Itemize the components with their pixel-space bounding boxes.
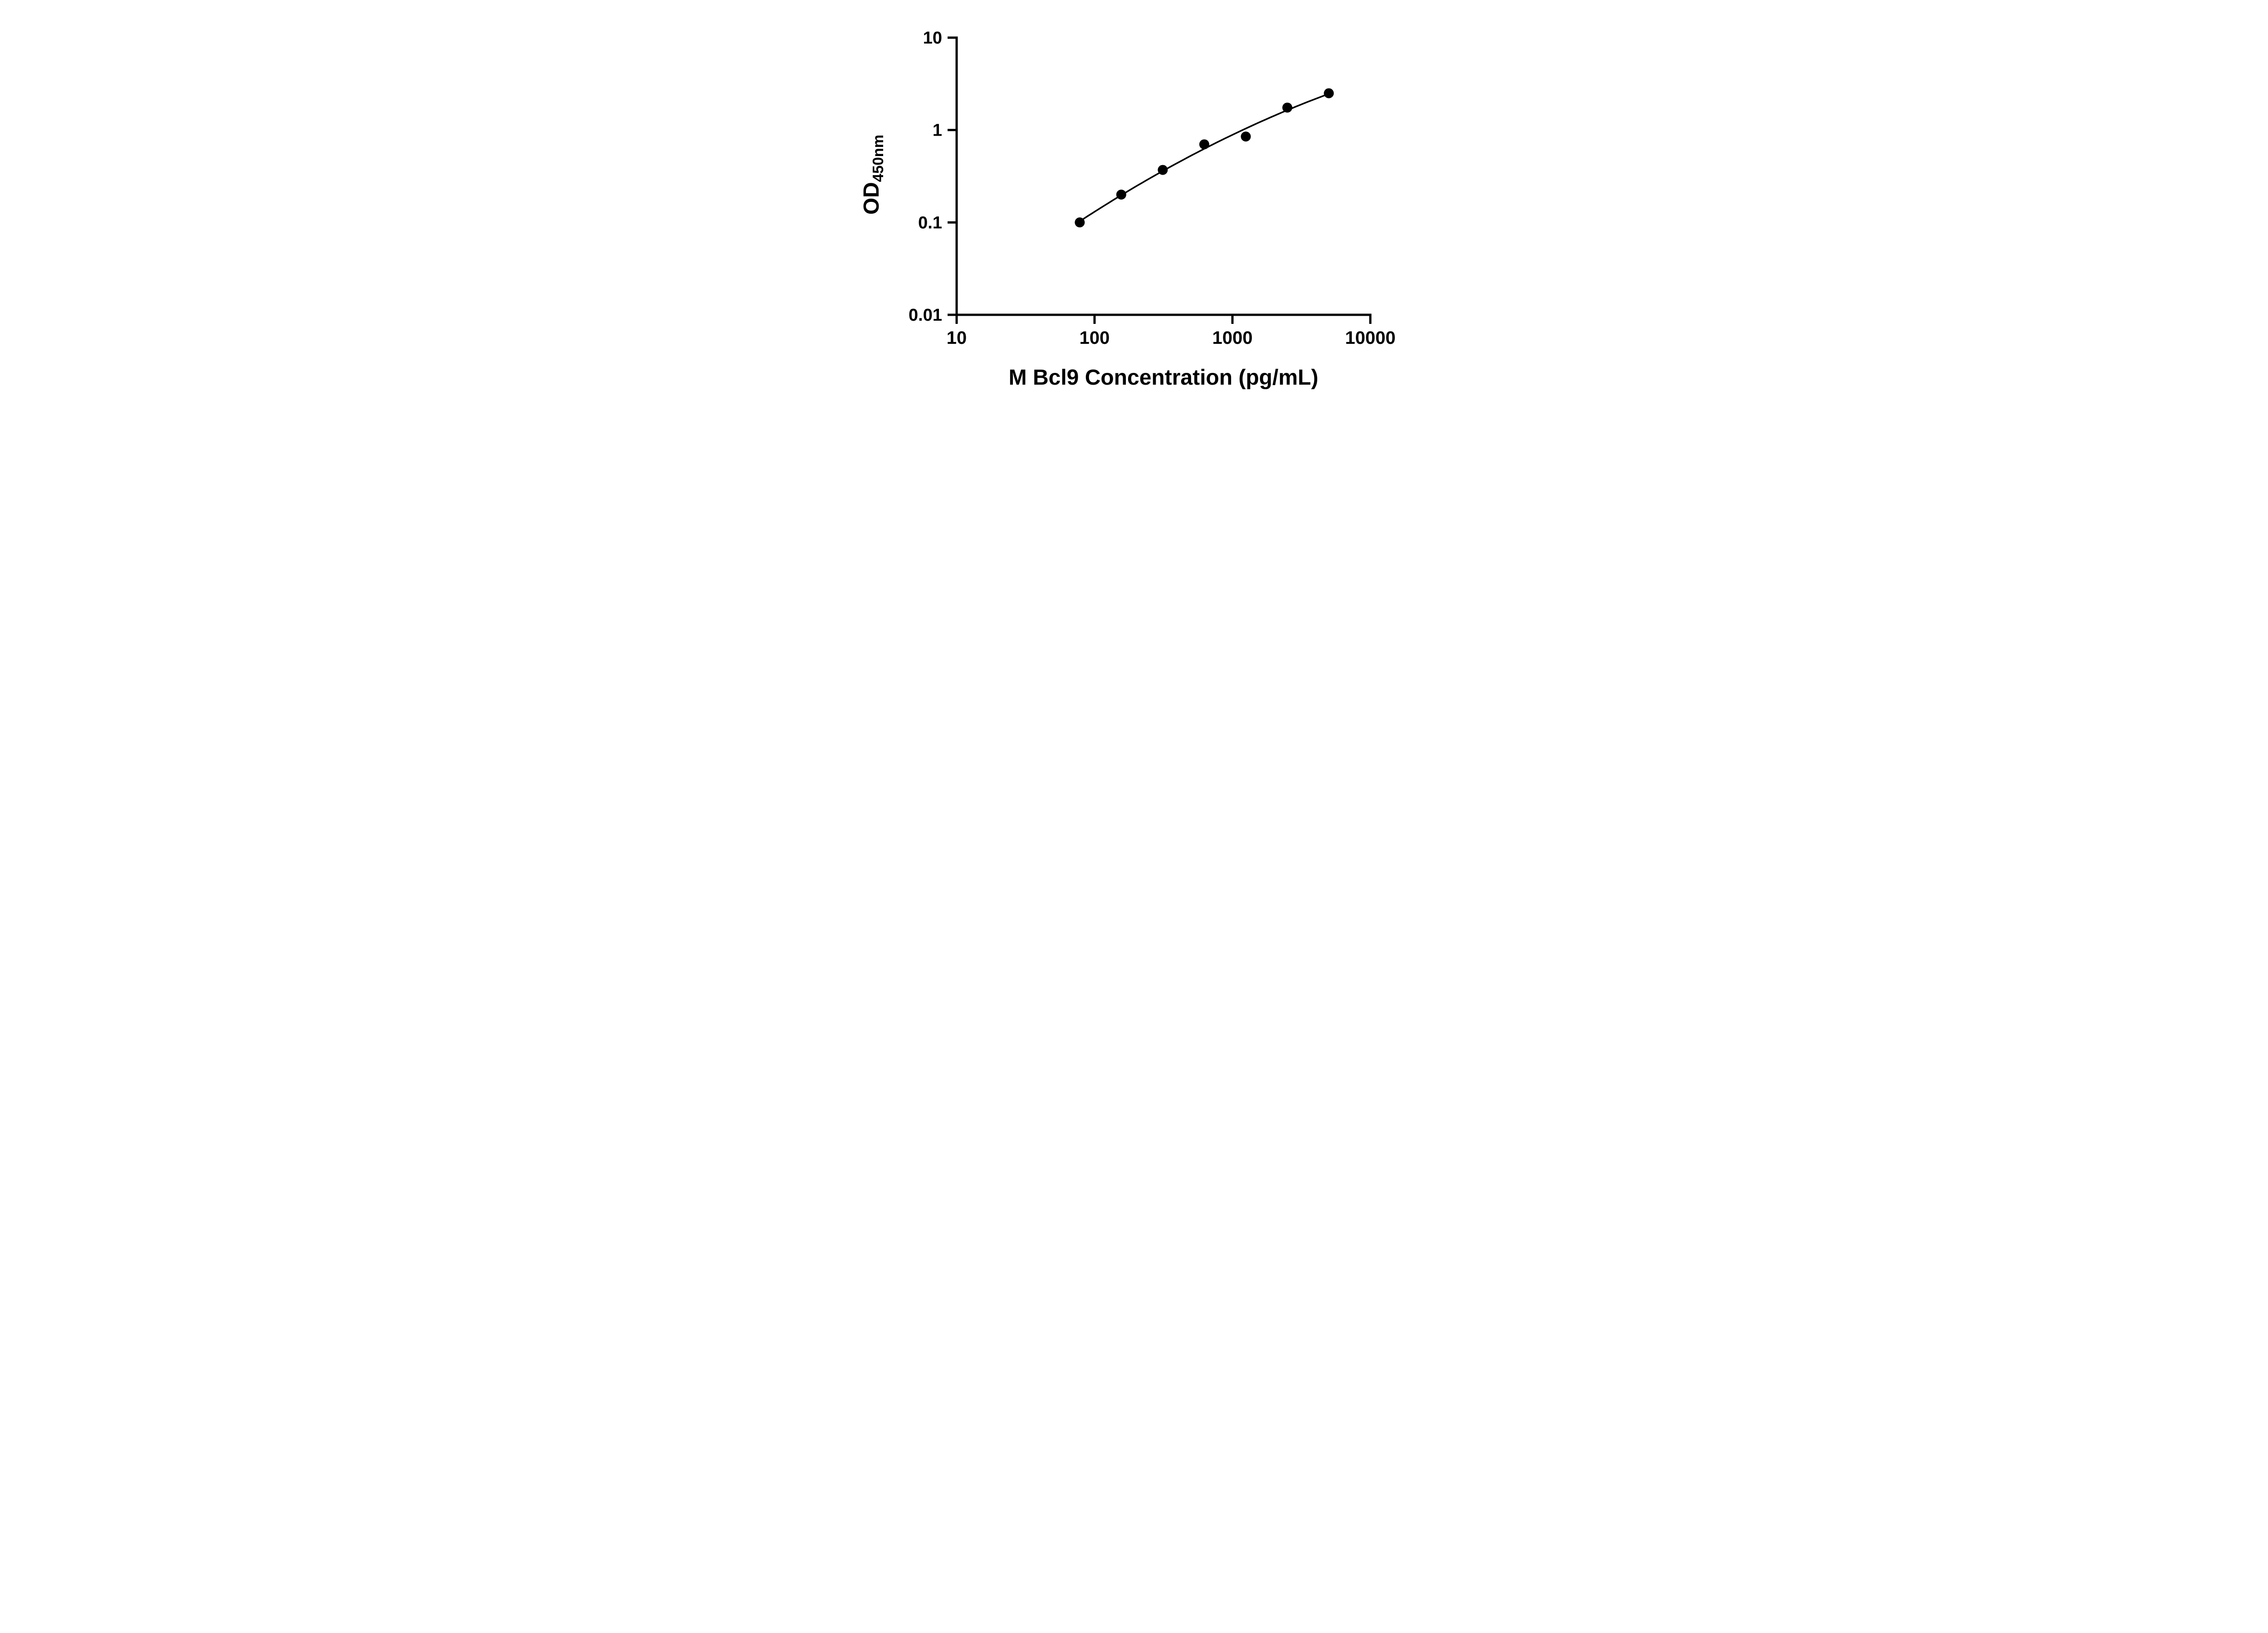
fit-curve bbox=[1079, 93, 1330, 222]
x-tick-label: 1000 bbox=[1212, 328, 1253, 348]
axes-layer: 10 1 0.1 0.01 10 100 1000 10000 bbox=[909, 29, 1396, 348]
data-point bbox=[1116, 190, 1126, 200]
x-tick-label: 100 bbox=[1080, 328, 1110, 348]
y-axis-title-main: OD bbox=[860, 182, 884, 215]
y-tick-label: 10 bbox=[923, 29, 942, 48]
elisa-standard-curve-figure: 10 1 0.1 0.01 10 100 1000 10000 M Bcl9 Concentr… bbox=[842, 0, 1426, 408]
y-tick-label: 0.01 bbox=[909, 306, 942, 325]
data-point bbox=[1158, 165, 1168, 175]
y-axis-title: OD450nm bbox=[860, 135, 886, 215]
y-tick-label: 1 bbox=[933, 121, 942, 140]
data-series-layer bbox=[1075, 88, 1334, 228]
data-point bbox=[1075, 217, 1085, 228]
standard-curve-chart: 10 1 0.1 0.01 10 100 1000 10000 M Bcl9 Concentr… bbox=[860, 29, 1396, 390]
data-point bbox=[1241, 132, 1251, 142]
y-tick-label: 0.1 bbox=[918, 213, 942, 232]
data-point bbox=[1324, 88, 1334, 98]
y-axis-title-sub: 450nm bbox=[870, 135, 886, 182]
x-tick-label: 10 bbox=[947, 328, 967, 348]
x-tick-label: 10000 bbox=[1345, 328, 1395, 348]
data-point bbox=[1199, 139, 1209, 150]
data-point bbox=[1282, 103, 1292, 113]
x-axis-title: M Bcl9 Concentration (pg/mL) bbox=[1009, 366, 1319, 390]
